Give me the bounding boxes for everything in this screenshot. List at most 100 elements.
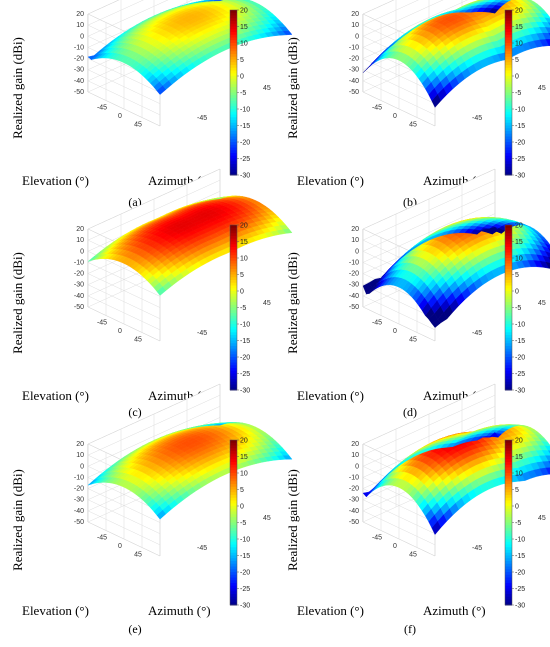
colorbar-segment (230, 244, 237, 248)
colorbar-segment (230, 70, 237, 74)
colorbar-tick-label: 20 (515, 223, 523, 230)
colorbar-segment (505, 23, 512, 27)
colorbar-segment (230, 453, 237, 457)
colorbar-tick-label: 5 (515, 57, 519, 64)
azimuth-tick-label: 45 (538, 85, 546, 92)
colorbar-tick-label: 5 (515, 272, 519, 279)
colorbar-segment (230, 533, 237, 537)
colorbar-segment (505, 343, 512, 347)
colorbar-segment (230, 484, 237, 488)
colorbar-segment (505, 335, 512, 339)
elevation-axis-label: Elevation (°) (297, 388, 364, 403)
colorbar-segment (230, 315, 237, 319)
colorbar-segment (230, 73, 237, 77)
colorbar-segment (505, 348, 512, 352)
surface (362, 217, 550, 328)
z-tick-label: 20 (76, 441, 84, 448)
colorbar-tick-label: 15 (240, 24, 248, 31)
colorbar-segment (505, 12, 512, 16)
colorbar-tick-label: 20 (240, 8, 248, 15)
colorbar-segment (230, 326, 237, 330)
colorbar-segment (230, 81, 237, 85)
azimuth-tick-label: -45 (197, 115, 207, 122)
chart-panel: 20 10 0 -10 -20 -30 -40 -50 -45 0 45 -45 0 45 Realized… (0, 0, 293, 210)
colorbar-segment (230, 117, 237, 121)
z-tick-label: 0 (355, 33, 359, 40)
colorbar-segment (505, 133, 512, 137)
colorbar-segment (230, 296, 237, 300)
colorbar-segment (505, 158, 512, 162)
colorbar-segment (230, 376, 237, 380)
elevation-tick-label: 45 (409, 552, 417, 559)
colorbar-segment (230, 503, 237, 507)
colorbar-segment (505, 252, 512, 256)
colorbar-tick-label: -15 (240, 123, 250, 130)
colorbar-segment (230, 340, 237, 344)
z-tick-label: 0 (355, 463, 359, 470)
z-tick-label: 10 (76, 237, 84, 244)
z-tick-label: -40 (349, 508, 359, 515)
colorbar-segment (230, 384, 237, 388)
colorbar-segment (230, 45, 237, 49)
colorbar-segment (505, 111, 512, 115)
colorbar: 20 15 10 5 0 -5 -10 -15 -20 -25 -30 (229, 8, 250, 180)
azimuth-tick-label: 45 (263, 515, 271, 522)
colorbar-segment (505, 114, 512, 118)
elevation-tick-label: 45 (409, 122, 417, 129)
surface-plot: 20 10 0 -10 -20 -30 -40 -50 -45 0 45 -45 0 45 Realized… (10, 0, 293, 188)
surface (362, 0, 550, 108)
colorbar-segment (230, 147, 237, 151)
colorbar-segment (505, 384, 512, 388)
colorbar-segment (505, 161, 512, 165)
elevation-tick-label: -45 (372, 105, 382, 112)
colorbar-segment (230, 536, 237, 540)
colorbar-segment (230, 227, 237, 231)
panel-caption: (f) (404, 622, 416, 636)
colorbar-segment (230, 445, 237, 449)
colorbar-segment (230, 65, 237, 69)
colorbar-segment (505, 337, 512, 341)
colorbar-segment (505, 561, 512, 565)
colorbar-segment (505, 500, 512, 504)
colorbar-segment (505, 120, 512, 124)
colorbar-segment (230, 236, 237, 240)
colorbar-segment (505, 547, 512, 551)
z-tick-label: -40 (349, 293, 359, 300)
colorbar-segment (230, 131, 237, 135)
colorbar-segment (505, 260, 512, 264)
colorbar-segment (505, 280, 512, 284)
colorbar-tick-label: -5 (515, 305, 521, 312)
colorbar-segment (230, 492, 237, 496)
colorbar-segment (230, 514, 237, 518)
panel-caption: (b) (403, 195, 417, 209)
colorbar-segment (230, 43, 237, 47)
z-axis-label: Realized gain (dBi) (10, 252, 25, 354)
colorbar-segment (230, 541, 237, 545)
azimuth-tick-label: -45 (197, 545, 207, 552)
surface (362, 424, 550, 535)
colorbar-tick-label: 10 (515, 41, 523, 48)
colorbar-segment (505, 155, 512, 159)
colorbar-segment (505, 43, 512, 47)
colorbar-segment (505, 478, 512, 482)
colorbar-tick-label: 10 (240, 256, 248, 263)
colorbar-segment (230, 114, 237, 118)
colorbar-tick-label: -25 (240, 156, 250, 163)
colorbar-segment (230, 486, 237, 490)
colorbar-segment (505, 324, 512, 328)
colorbar-segment (505, 517, 512, 521)
azimuth-tick-label: 45 (263, 85, 271, 92)
colorbar-segment (230, 448, 237, 452)
colorbar-segment (230, 78, 237, 82)
colorbar: 20 15 10 5 0 -5 -10 -15 -20 -25 -30 (504, 8, 525, 180)
colorbar-segment (230, 269, 237, 273)
colorbar-tick-label: 10 (515, 471, 523, 478)
colorbar-segment (230, 346, 237, 350)
colorbar-segment (230, 120, 237, 124)
elevation-tick-label: 45 (134, 552, 142, 559)
z-tick-label: 20 (351, 441, 359, 448)
colorbar-segment (505, 70, 512, 74)
colorbar-segment (230, 258, 237, 262)
colorbar-segment (230, 18, 237, 22)
colorbar-segment (505, 296, 512, 300)
